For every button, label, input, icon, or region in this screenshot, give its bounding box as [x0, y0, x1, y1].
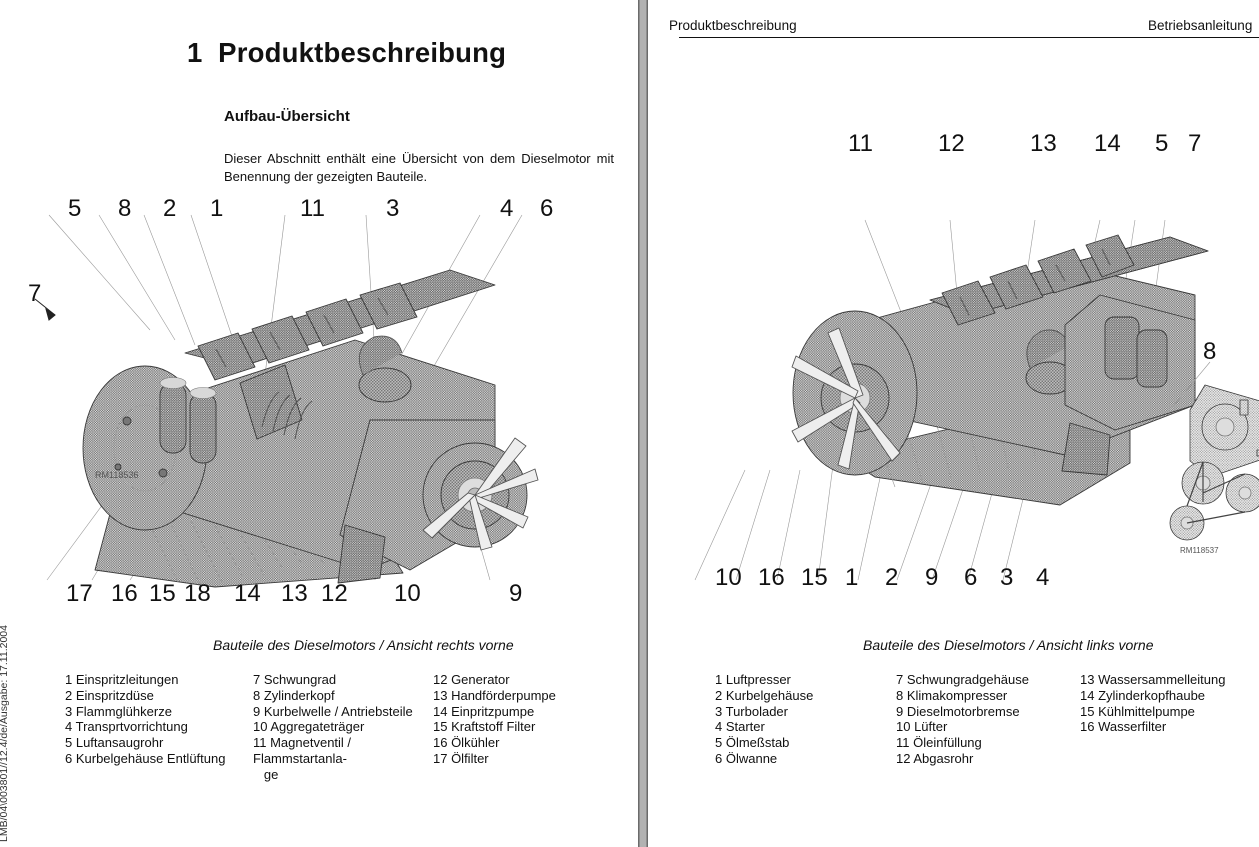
svg-text:RM118536: RM118536 [95, 470, 138, 480]
